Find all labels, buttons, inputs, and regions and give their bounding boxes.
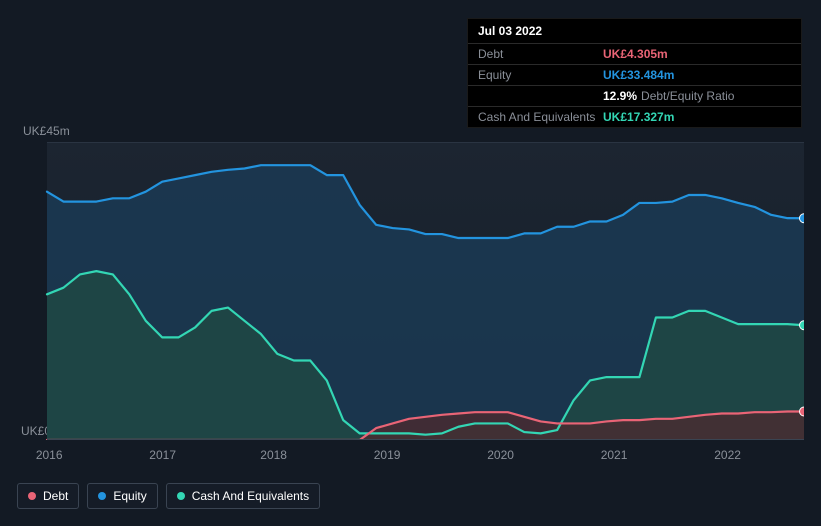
y-axis-max-label: UK£45m [23,124,70,138]
tooltip-label-ratio [478,89,603,103]
legend-dot-icon [177,492,185,500]
x-tick-label: 2019 [374,448,401,462]
tooltip-label-equity: Equity [478,68,603,82]
tooltip-value-equity: UK£33.484m [603,68,674,82]
area-chart-svg [17,142,804,440]
tooltip-value-debt: UK£4.305m [603,47,668,61]
tooltip-label-debt: Debt [478,47,603,61]
x-tick-label: 2017 [149,448,176,462]
x-tick-label: 2021 [601,448,628,462]
legend-dot-icon [98,492,106,500]
tooltip-value-ratio: 12.9%Debt/Equity Ratio [603,89,734,103]
legend-item-equity[interactable]: Equity [87,483,157,509]
x-axis: 2016201720182019202020212022 [47,448,804,468]
tooltip-date: Jul 03 2022 [468,19,801,44]
tooltip-row-debt: Debt UK£4.305m [468,44,801,65]
chart-tooltip: Jul 03 2022 Debt UK£4.305m Equity UK£33.… [467,18,802,128]
x-tick-label: 2022 [714,448,741,462]
chart-legend: Debt Equity Cash And Equivalents [17,483,320,509]
tooltip-row-cash: Cash And Equivalents UK£17.327m [468,107,801,127]
x-tick-label: 2020 [487,448,514,462]
tooltip-label-cash: Cash And Equivalents [478,110,603,124]
legend-item-debt[interactable]: Debt [17,483,79,509]
legend-dot-icon [28,492,36,500]
tooltip-row-ratio: 12.9%Debt/Equity Ratio [468,86,801,107]
x-tick-label: 2018 [260,448,287,462]
legend-label: Cash And Equivalents [192,489,309,503]
legend-label: Debt [43,489,68,503]
x-tick-label: 2016 [36,448,63,462]
tooltip-row-equity: Equity UK£33.484m [468,65,801,86]
legend-label: Equity [113,489,146,503]
legend-item-cash[interactable]: Cash And Equivalents [166,483,320,509]
chart-plot-area[interactable] [17,142,804,445]
tooltip-value-cash: UK£17.327m [603,110,674,124]
